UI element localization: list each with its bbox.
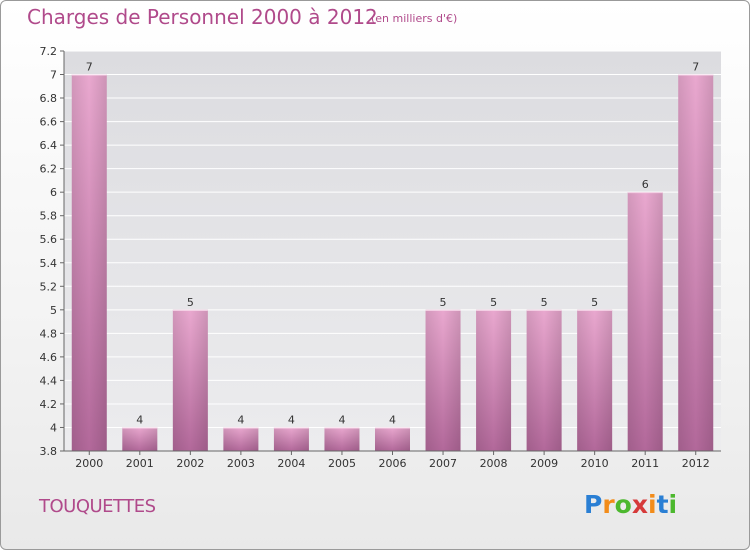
y-tick-label: 5.2 — [40, 280, 58, 293]
chart-title: Charges de Personnel 2000 à 2012 — [27, 5, 378, 29]
y-tick-label: 6.2 — [40, 163, 58, 176]
data-label: 5 — [490, 296, 497, 309]
data-label: 4 — [389, 413, 396, 426]
y-tick-label: 3.8 — [40, 445, 58, 458]
bar-shade — [425, 309, 461, 451]
data-label: 5 — [187, 296, 194, 309]
proxiti-logo[interactable]: Proxiti — [584, 490, 677, 519]
data-label: 4 — [136, 413, 143, 426]
bar-shade — [678, 74, 714, 451]
y-tick-label: 4.2 — [40, 398, 58, 411]
bar-shade — [71, 74, 107, 451]
data-label: 5 — [541, 296, 548, 309]
bar-shade — [273, 427, 309, 451]
bar-shade — [577, 309, 613, 451]
y-tick-label: 6.6 — [40, 116, 58, 129]
x-tick-label: 2007 — [429, 457, 457, 470]
x-tick-label: 2012 — [682, 457, 710, 470]
y-tick-label: 6 — [50, 186, 57, 199]
bar-shade — [476, 309, 512, 451]
bar-shade — [172, 309, 208, 451]
data-label: 4 — [288, 413, 295, 426]
commune-name: TOUQUETTES — [39, 496, 156, 517]
y-tick-label: 4.6 — [40, 351, 58, 364]
x-tick-label: 2006 — [379, 457, 407, 470]
y-tick-label: 4 — [50, 421, 57, 434]
bar-shade — [526, 309, 562, 451]
x-tick-label: 2002 — [176, 457, 204, 470]
axes: 3.8 4 4.2 4.4 4.6 4.8 5 5.2 5.4 5.6 5.8 6 6.2 6.4 6.6 6… — [40, 45, 721, 470]
x-tick-label: 2004 — [277, 457, 305, 470]
logo-letter: P — [584, 490, 603, 519]
y-tick-label: 5.4 — [40, 257, 58, 270]
x-tick-label: 2008 — [480, 457, 508, 470]
y-tick-label: 6.8 — [40, 92, 58, 105]
plot-area — [64, 51, 721, 451]
logo-letter: i — [648, 490, 657, 519]
data-label: 7 — [692, 61, 699, 74]
y-tick-label: 5.8 — [40, 210, 58, 223]
logo-letter: r — [602, 490, 615, 519]
x-tick-label: 2011 — [631, 457, 659, 470]
data-label: 4 — [338, 413, 345, 426]
x-tick-label: 2005 — [328, 457, 356, 470]
x-tick-label: 2003 — [227, 457, 255, 470]
x-tick-label: 2009 — [530, 457, 558, 470]
data-label: 6 — [642, 178, 649, 191]
logo-letter: o — [614, 490, 632, 519]
y-tick-label: 5.6 — [40, 233, 58, 246]
logo-letter: i — [668, 490, 678, 519]
bar-shade — [324, 427, 360, 451]
bar-shade — [223, 427, 259, 451]
data-label: 7 — [86, 61, 93, 74]
data-label: 4 — [237, 413, 244, 426]
y-tick-label: 5 — [50, 304, 57, 317]
y-tick-label: 4.4 — [40, 374, 58, 387]
x-tick-label: 2001 — [126, 457, 154, 470]
bar-shade — [122, 427, 158, 451]
logo-letter: x — [631, 490, 648, 519]
x-tick-label: 2000 — [75, 457, 103, 470]
y-tick-label: 7 — [50, 69, 57, 82]
y-tick-label: 6.4 — [40, 139, 58, 152]
data-label: 5 — [591, 296, 598, 309]
bar-shade — [627, 192, 663, 452]
logo-letter: t — [656, 490, 669, 519]
bar-shade — [375, 427, 410, 451]
y-tick-label: 7.2 — [40, 45, 58, 58]
y-tick-label: 4.8 — [40, 327, 58, 340]
chart-subtitle: (en milliers d'€) — [371, 12, 458, 25]
bars: 7 4 5 4 4 4 4 5 5 5 5 6 7 — [71, 61, 714, 452]
data-label: 5 — [440, 296, 447, 309]
x-tick-label: 2010 — [581, 457, 609, 470]
